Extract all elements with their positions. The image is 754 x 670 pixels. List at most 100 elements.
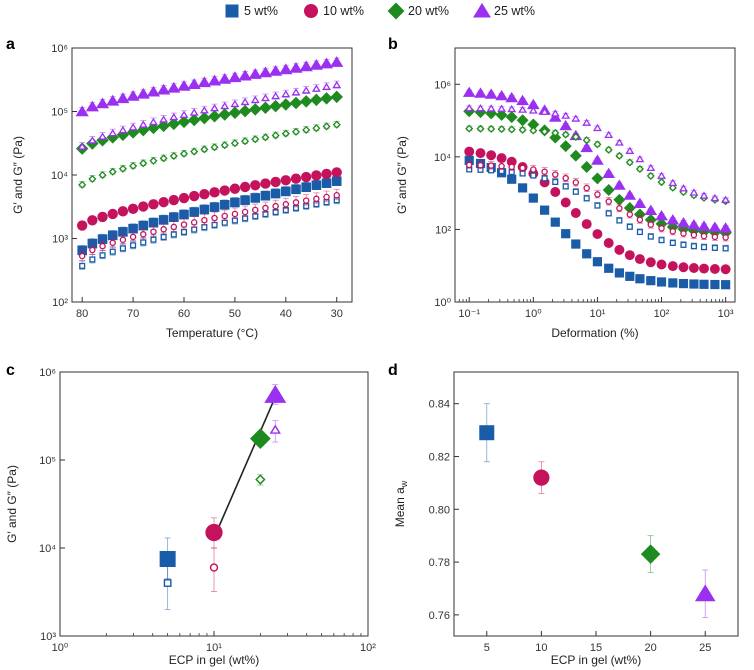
panel-a-point — [289, 61, 303, 73]
panel-b-point — [540, 127, 549, 136]
panel-b-point — [700, 244, 708, 251]
panel-c-point — [249, 428, 271, 450]
panel-b-point — [602, 184, 615, 196]
panel-a-ytick-label-2: 10⁴ — [51, 170, 68, 182]
panel-b-point — [464, 103, 474, 112]
panel-a-point — [89, 256, 96, 263]
panel-c-ytick-label-1: 10⁴ — [39, 543, 56, 555]
panel-c-point — [264, 384, 287, 403]
panel-a-point — [299, 95, 313, 108]
panel-b-point — [656, 277, 667, 287]
panel-a-point — [230, 99, 240, 108]
panel-b-point — [582, 249, 592, 259]
panel-d-ylabel-main: Mean a — [393, 487, 407, 527]
panel-b-point — [496, 153, 507, 164]
panel-b-point — [689, 188, 699, 196]
panel-a-point — [177, 115, 191, 129]
panel-a-point — [332, 120, 341, 129]
panel-a-point — [128, 223, 138, 234]
panel-b-point — [591, 154, 604, 165]
panel-a-point — [109, 239, 116, 247]
panel-a-xtick-label-1: 70 — [127, 308, 139, 320]
panel-a-point — [167, 81, 181, 93]
panel-b-point — [614, 268, 624, 278]
panel-a-point — [302, 125, 311, 135]
panel-b-point — [580, 141, 594, 153]
panel-a-point — [319, 57, 334, 69]
panel-a-point — [179, 149, 189, 158]
panel-a-point — [180, 228, 188, 236]
panel-b-point — [616, 217, 623, 224]
panel-b-point — [518, 105, 528, 113]
panel-a-label: a — [6, 36, 15, 53]
panel-a-point — [79, 262, 86, 269]
panel-a-point — [311, 170, 322, 181]
panel-a-xtick-label-0: 80 — [76, 308, 88, 320]
panel-b-point — [528, 193, 538, 203]
panel-b-point — [633, 197, 647, 208]
panel-b-point — [559, 140, 572, 153]
panel-b-point — [552, 178, 559, 186]
panel-b-point — [476, 104, 485, 112]
panel-a-point — [160, 226, 167, 233]
panel-a-point — [87, 238, 98, 249]
panel-a-point — [270, 188, 281, 199]
panel-a-point — [158, 196, 169, 208]
panel-a-point — [108, 129, 118, 137]
panel-c-point — [163, 579, 172, 587]
panel-b-point — [465, 161, 473, 169]
panel-d-ylabel-sub: w — [399, 480, 409, 488]
panel-a-point — [219, 185, 230, 196]
panel-a-point — [116, 92, 130, 104]
panel-b-point — [517, 183, 528, 193]
panel-b-point — [720, 264, 731, 275]
panel-a-point — [228, 71, 242, 83]
panel-a-point — [187, 78, 201, 89]
panel-a-point — [309, 58, 323, 70]
panel-c-xtick-label-1: 10¹ — [206, 642, 222, 654]
panel-b-point — [530, 172, 537, 179]
panel-b-point — [719, 222, 732, 233]
panel-a-point — [191, 226, 198, 233]
panel-b-point — [572, 179, 580, 186]
panel-b-point — [688, 263, 699, 273]
panel-a-point — [130, 242, 137, 249]
panel-b-point — [690, 243, 697, 250]
panel-c-ytick-label-0: 10³ — [40, 631, 56, 643]
panel-d-xtick-label-3: 20 — [644, 642, 656, 654]
panel-a-point — [230, 197, 240, 208]
panel-b-point — [668, 278, 678, 288]
panel-a-point — [129, 161, 138, 170]
panel-a-point — [281, 129, 290, 138]
panel-a-point — [138, 120, 148, 128]
panel-c-xtick-label-0: 10⁰ — [52, 642, 69, 654]
panel-a-point — [149, 156, 158, 165]
panel-d-ytick-label-4: 0.84 — [429, 399, 450, 411]
panel-b-point — [687, 218, 701, 230]
panel-b-point — [678, 278, 689, 289]
panel-b-point — [474, 106, 487, 119]
panel-c-fit-line — [213, 396, 277, 539]
panel-c-point — [205, 523, 223, 542]
panel-b-point — [562, 174, 569, 182]
panel-b-point — [475, 148, 486, 159]
panel-a-point — [250, 180, 261, 191]
panel-a-point — [201, 216, 208, 224]
panel-b-point — [582, 118, 592, 126]
panel-a-point — [198, 111, 211, 125]
panel-a-point — [289, 96, 303, 110]
panel-b-point — [623, 201, 636, 214]
panel-b-point — [690, 231, 698, 239]
panel-a-point — [99, 252, 106, 259]
panel-a-point — [188, 190, 200, 202]
panel-d-xlabel: ECP in gel (wt%) — [551, 653, 641, 667]
panel-a-point — [136, 87, 150, 99]
panel-c-ylabel: G′ and G″ (Pa) — [5, 465, 19, 543]
panel-a-point — [281, 90, 291, 98]
panel-b-point — [541, 175, 548, 182]
panel-a-point — [333, 191, 340, 199]
panel-a-point — [282, 201, 290, 208]
panel-a-point — [107, 208, 118, 220]
panel-b-point — [487, 124, 496, 133]
